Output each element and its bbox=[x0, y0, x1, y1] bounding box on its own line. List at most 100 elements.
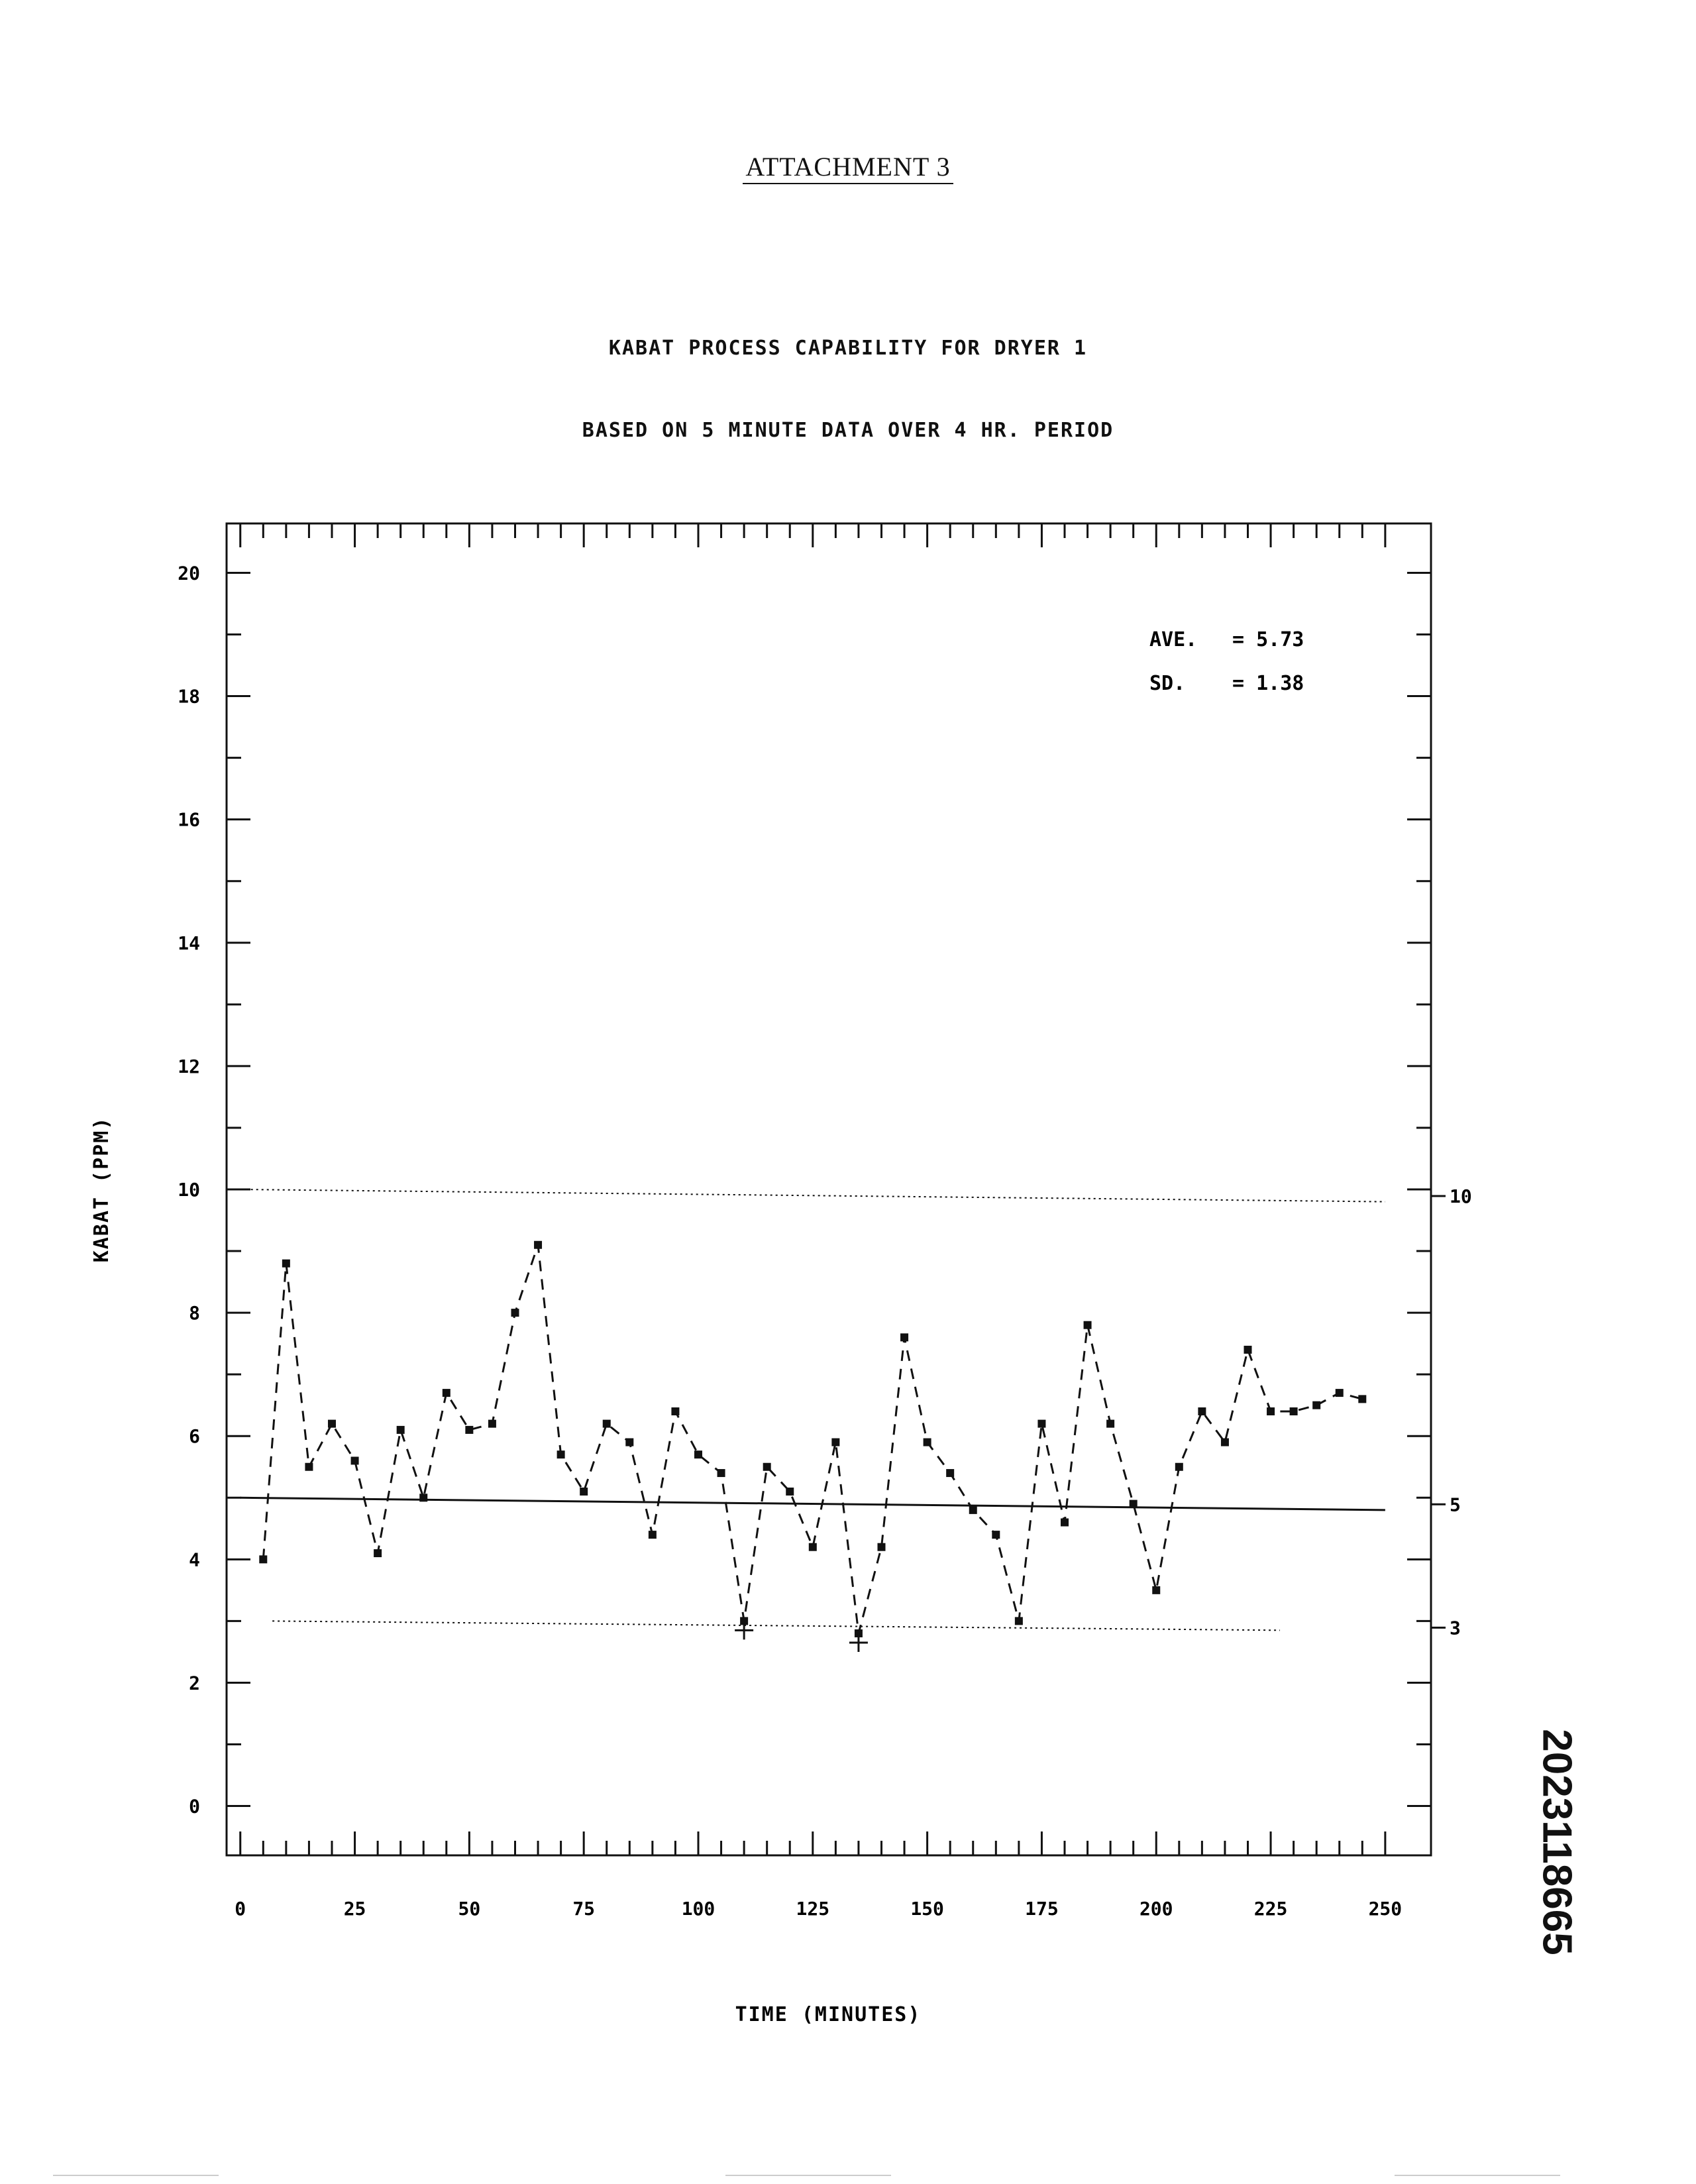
data-point bbox=[648, 1531, 657, 1539]
x-tick-label: 100 bbox=[682, 1898, 716, 1920]
data-point bbox=[511, 1309, 519, 1317]
data-point bbox=[259, 1555, 268, 1564]
data-point bbox=[396, 1425, 405, 1434]
chart-title: KABAT PROCESS CAPABILITY FOR DRYER 1 bbox=[608, 337, 1088, 360]
reference-lines bbox=[240, 1189, 1385, 1631]
x-tick-label: 50 bbox=[458, 1898, 481, 1920]
y-tick-label: 10 bbox=[178, 1179, 200, 1201]
data-point bbox=[786, 1487, 794, 1496]
data-point bbox=[969, 1505, 977, 1514]
footer-rule-right bbox=[1395, 2175, 1560, 2176]
chart-subtitle: BASED ON 5 MINUTE DATA OVER 4 HR. PERIOD bbox=[582, 419, 1114, 442]
data-point bbox=[1037, 1419, 1046, 1428]
x-tick-label: 200 bbox=[1140, 1898, 1173, 1920]
x-tick-label: 250 bbox=[1369, 1898, 1403, 1920]
data-point bbox=[1060, 1518, 1069, 1527]
y-tick-label: 12 bbox=[178, 1056, 200, 1077]
x-tick-label: 175 bbox=[1025, 1898, 1059, 1920]
data-point bbox=[1358, 1395, 1367, 1403]
limit-line-dotted bbox=[240, 1189, 1385, 1203]
data-point bbox=[534, 1240, 543, 1249]
y-tick-label: 16 bbox=[178, 809, 200, 831]
data-point bbox=[350, 1456, 359, 1465]
y-tick-label: 2 bbox=[189, 1672, 200, 1694]
data-point bbox=[1014, 1617, 1023, 1625]
y-axis-label: KABAT (PPM) bbox=[90, 1117, 113, 1263]
attachment-heading: ATTACHMENT 3 bbox=[0, 151, 1696, 184]
y-tick-label: 20 bbox=[178, 562, 200, 584]
data-point bbox=[763, 1462, 771, 1471]
data-point bbox=[808, 1543, 817, 1551]
stats-annotations: AVE. = 5.73 SD. = 1.38 bbox=[1149, 628, 1304, 695]
x-tick-label: 25 bbox=[344, 1898, 366, 1920]
data-point bbox=[282, 1259, 290, 1268]
y-tick-label: 8 bbox=[189, 1302, 200, 1324]
footer-rule-left bbox=[53, 2175, 219, 2176]
plot-frame bbox=[225, 522, 1432, 1857]
data-series bbox=[259, 1240, 1367, 1652]
data-point bbox=[1244, 1345, 1252, 1354]
data-point bbox=[877, 1543, 886, 1551]
limit-line-dotted bbox=[272, 1620, 1280, 1631]
data-point bbox=[1220, 1438, 1229, 1447]
data-point bbox=[1152, 1586, 1161, 1594]
data-point bbox=[1312, 1401, 1321, 1409]
x-tick-label: 150 bbox=[910, 1898, 944, 1920]
stat-label: SD. bbox=[1149, 672, 1185, 695]
data-point bbox=[602, 1419, 611, 1428]
footer-rule-center bbox=[725, 2175, 891, 2176]
right-axis-label: 10 bbox=[1450, 1185, 1472, 1207]
y-tick-label: 0 bbox=[189, 1796, 200, 1818]
right-axis-label: 5 bbox=[1450, 1494, 1461, 1515]
data-point bbox=[1335, 1389, 1344, 1397]
data-point bbox=[305, 1462, 313, 1471]
document-id: 2023118665 bbox=[1534, 1729, 1580, 1955]
x-tick-label: 0 bbox=[235, 1898, 246, 1920]
series-line bbox=[262, 1244, 1363, 1634]
x-tick-label: 125 bbox=[796, 1898, 830, 1920]
data-point bbox=[1175, 1462, 1183, 1471]
data-point bbox=[923, 1438, 931, 1447]
data-point bbox=[1106, 1419, 1115, 1428]
tick-labels: 0 25 50 75 100 125 150 175 200 225 250 0 2 4 6 8 10 12 14 1… bbox=[178, 562, 1471, 1920]
x-tick-label: 75 bbox=[572, 1898, 595, 1920]
right-axis-label: 3 bbox=[1450, 1617, 1461, 1639]
data-point bbox=[1267, 1407, 1275, 1415]
out-of-limit-marker bbox=[735, 1621, 754, 1640]
document-id-stamp: 2023118665 bbox=[1517, 1683, 1597, 2001]
data-point bbox=[946, 1469, 955, 1478]
data-point bbox=[625, 1438, 634, 1447]
data-point bbox=[831, 1438, 840, 1447]
data-point bbox=[1083, 1321, 1092, 1329]
y-tick-label: 14 bbox=[178, 932, 200, 954]
data-point bbox=[327, 1419, 336, 1428]
data-point bbox=[419, 1494, 428, 1502]
tick-marks bbox=[227, 523, 1431, 1855]
data-point bbox=[374, 1549, 382, 1558]
y-tick-label: 4 bbox=[189, 1549, 200, 1570]
data-point bbox=[1129, 1500, 1138, 1508]
y-tick-label: 18 bbox=[178, 686, 200, 708]
data-point bbox=[717, 1469, 725, 1478]
attachment-label: ATTACHMENT 3 bbox=[743, 152, 953, 184]
data-point bbox=[580, 1487, 588, 1496]
data-point bbox=[488, 1419, 496, 1428]
data-point bbox=[442, 1389, 450, 1397]
data-point bbox=[900, 1333, 909, 1342]
data-point bbox=[1289, 1407, 1298, 1415]
data-point bbox=[556, 1450, 565, 1459]
data-point bbox=[992, 1531, 1000, 1539]
x-tick-label: 225 bbox=[1254, 1898, 1288, 1920]
data-point bbox=[1198, 1407, 1206, 1415]
stat-label: AVE. bbox=[1149, 628, 1197, 651]
out-of-limit-marker bbox=[849, 1633, 868, 1652]
stat-value: = 5.73 bbox=[1232, 628, 1304, 651]
stat-value: = 1.38 bbox=[1232, 672, 1304, 695]
data-point bbox=[465, 1425, 474, 1434]
data-point bbox=[671, 1407, 680, 1415]
x-axis-label: TIME (MINUTES) bbox=[735, 2003, 922, 2026]
data-point bbox=[694, 1450, 702, 1459]
mean-line bbox=[240, 1496, 1385, 1511]
y-tick-label: 6 bbox=[189, 1425, 200, 1447]
